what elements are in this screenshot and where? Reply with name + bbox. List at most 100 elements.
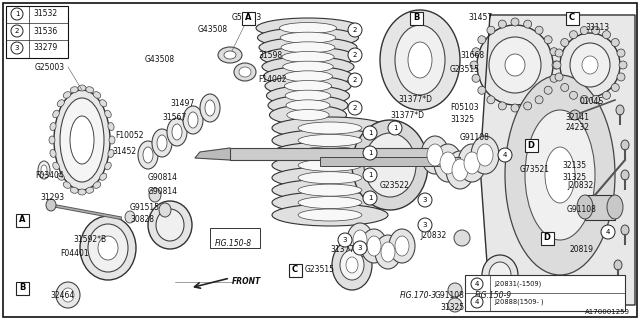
Ellipse shape [454,230,470,246]
Text: 1: 1 [15,11,19,17]
Ellipse shape [482,255,518,295]
Ellipse shape [218,47,242,63]
Ellipse shape [70,116,94,164]
Text: FIG.150-9: FIG.150-9 [475,292,512,300]
Ellipse shape [427,144,443,166]
Text: 32135: 32135 [562,161,586,170]
Ellipse shape [49,136,55,144]
Text: 3: 3 [423,197,428,203]
Text: 3: 3 [423,222,428,228]
Ellipse shape [602,91,611,99]
Text: 4: 4 [475,299,479,305]
Text: G43508: G43508 [198,26,228,35]
Text: G23515: G23515 [305,266,335,275]
Ellipse shape [272,167,388,189]
Ellipse shape [617,49,625,57]
Ellipse shape [458,144,486,182]
Ellipse shape [54,90,110,190]
Ellipse shape [395,25,445,95]
Ellipse shape [298,122,362,134]
Ellipse shape [205,100,215,116]
Text: 32464: 32464 [50,291,74,300]
Ellipse shape [269,105,346,125]
Ellipse shape [298,196,362,209]
Ellipse shape [570,43,610,87]
Text: 31532: 31532 [33,10,57,19]
Ellipse shape [156,209,184,241]
Ellipse shape [501,293,515,307]
Ellipse shape [361,229,387,263]
Ellipse shape [421,136,449,174]
Ellipse shape [284,71,332,82]
Text: C: C [292,266,298,275]
Ellipse shape [544,86,552,94]
Ellipse shape [100,173,107,180]
Circle shape [601,225,615,239]
Ellipse shape [446,151,474,189]
Ellipse shape [511,104,519,112]
Text: FIG.150-8: FIG.150-8 [215,239,252,249]
Ellipse shape [560,33,620,97]
Circle shape [348,101,362,115]
Ellipse shape [108,149,114,157]
Ellipse shape [472,74,480,82]
Text: 1: 1 [368,195,372,201]
Text: 30828: 30828 [130,215,154,225]
Text: D: D [527,140,534,149]
Ellipse shape [298,184,362,196]
Ellipse shape [105,162,111,170]
Ellipse shape [487,26,495,34]
Ellipse shape [621,170,629,180]
Ellipse shape [149,188,161,202]
Text: 1: 1 [368,130,372,136]
Bar [6,6,68,58]
Ellipse shape [489,37,541,93]
Circle shape [11,25,23,37]
Text: 4: 4 [503,152,507,158]
Ellipse shape [286,100,330,111]
Ellipse shape [505,75,615,275]
Circle shape [348,73,362,87]
Ellipse shape [364,133,416,197]
Text: 24232: 24232 [565,124,589,132]
Text: 31377*D: 31377*D [390,110,424,119]
Ellipse shape [570,91,577,99]
Circle shape [363,191,377,205]
Ellipse shape [272,179,388,201]
Text: 4: 4 [606,229,610,235]
Text: 2: 2 [353,27,357,33]
Text: G91108: G91108 [460,133,490,142]
Ellipse shape [524,20,532,28]
Bar [541,231,554,244]
Ellipse shape [375,235,401,269]
Circle shape [498,148,512,162]
Ellipse shape [489,262,511,288]
Ellipse shape [544,36,552,44]
Ellipse shape [148,201,192,249]
Text: B: B [413,13,419,22]
Ellipse shape [93,182,100,188]
Ellipse shape [464,152,480,174]
Ellipse shape [105,110,111,118]
Ellipse shape [550,48,558,56]
Ellipse shape [570,110,580,120]
Ellipse shape [389,229,415,263]
Text: 31598: 31598 [258,51,282,60]
Ellipse shape [78,189,86,195]
Text: 1: 1 [368,172,372,178]
Ellipse shape [614,260,622,270]
Ellipse shape [86,187,93,193]
Text: 2: 2 [353,105,357,111]
Ellipse shape [100,100,107,107]
Text: FRONT: FRONT [232,277,261,286]
Ellipse shape [200,94,220,122]
Text: 31592*B: 31592*B [73,236,106,244]
Ellipse shape [256,18,360,38]
Text: FIG.170-3: FIG.170-3 [400,291,437,300]
Ellipse shape [395,236,409,256]
Circle shape [471,296,483,308]
Ellipse shape [611,38,620,46]
Ellipse shape [88,224,128,272]
Text: F14002: F14002 [258,76,287,84]
Ellipse shape [56,282,80,308]
